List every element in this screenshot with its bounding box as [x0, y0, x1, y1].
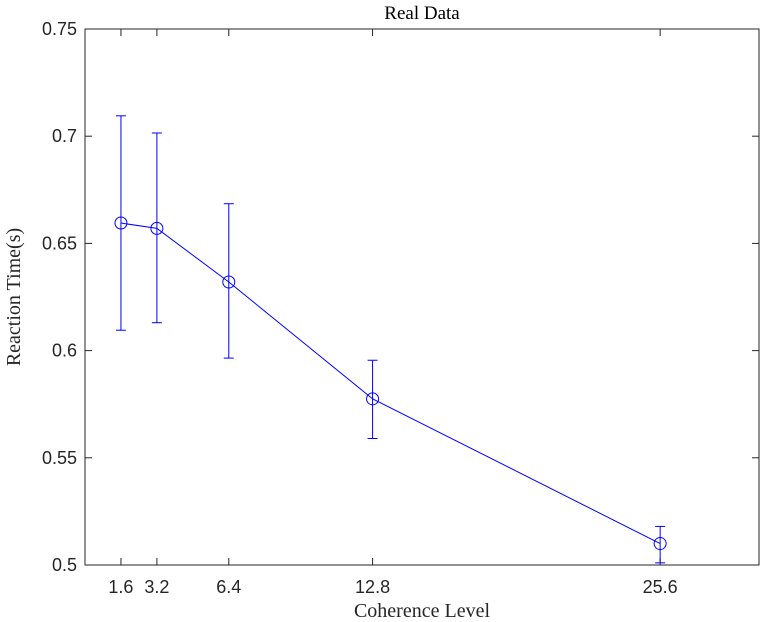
- x-tick-label: 1.6: [108, 577, 133, 597]
- x-axis-label: Coherence Level: [354, 600, 490, 622]
- y-axis: 0.5 0.55 0.6 0.65 0.7 0.75: [42, 19, 759, 575]
- x-tick-label: 3.2: [144, 577, 169, 597]
- data-point: [366, 392, 380, 406]
- x-axis: 1.6 3.2 6.4 12.8 25.6: [108, 29, 678, 597]
- data-point: [653, 537, 667, 551]
- x-tick-label: 25.6: [643, 577, 678, 597]
- data-point: [150, 221, 164, 235]
- y-axis-label: Reaction Time(s): [3, 228, 25, 366]
- y-tick-label: 0.55: [42, 448, 77, 468]
- series-layer: [114, 115, 667, 564]
- y-tick-label: 0.7: [52, 126, 77, 146]
- axes-box: [84, 28, 760, 566]
- chart-title: Real Data: [384, 3, 460, 24]
- data-point: [222, 275, 236, 289]
- x-tick-label: 12.8: [355, 577, 390, 597]
- x-tick-label: 6.4: [216, 577, 241, 597]
- y-tick-label: 0.65: [42, 233, 77, 253]
- y-tick-label: 0.5: [52, 555, 77, 575]
- y-tick-label: 0.6: [52, 341, 77, 361]
- y-tick-label: 0.75: [42, 19, 77, 39]
- data-point: [114, 216, 128, 230]
- plot-area: [84, 28, 760, 566]
